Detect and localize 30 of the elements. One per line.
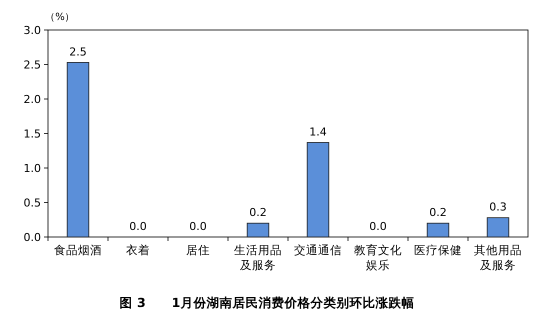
- x-tick-label: 衣着: [126, 243, 150, 257]
- x-tick-label: 其他用品及服务: [474, 243, 522, 272]
- data-label: 0.3: [489, 200, 507, 214]
- bar: [426, 222, 450, 238]
- text: 图 3 1月份湖南居民消费价格分类别环比涨跌幅: [120, 295, 414, 310]
- bar: [486, 217, 510, 238]
- data-label: 1.4: [309, 125, 327, 138]
- y-tick-label: 2.0: [24, 93, 41, 106]
- data-label: 0.2: [249, 206, 267, 220]
- x-tick-label: 交通通信: [294, 243, 342, 257]
- data-label: 0.0: [369, 220, 387, 233]
- data-label: 0.0: [189, 220, 207, 233]
- data-label: 0.2: [429, 206, 447, 220]
- data-label: 0.0: [129, 220, 147, 233]
- y-tick-label: 3.0: [24, 24, 41, 37]
- x-tick-label: 食品烟酒: [54, 243, 102, 257]
- x-tick-label: 生活用品及服务: [234, 243, 282, 272]
- bar: [306, 142, 330, 238]
- y-tick-label: 1.5: [24, 128, 41, 140]
- y-axis-title: （%）: [45, 12, 75, 23]
- y-tick-label: 2.5: [24, 58, 41, 72]
- x-tick-label: 居住: [186, 243, 210, 257]
- x-tick-label: 教育文化娱乐: [354, 243, 402, 272]
- y-tick-label: 0.5: [24, 196, 41, 210]
- data-label: 2.5: [69, 45, 87, 58]
- bar: [246, 222, 270, 238]
- x-tick-label: 医疗保健: [414, 243, 462, 257]
- y-tick-label: 1.0: [24, 162, 41, 175]
- bar: [66, 62, 90, 238]
- y-tick-label: 0.0: [24, 231, 41, 244]
